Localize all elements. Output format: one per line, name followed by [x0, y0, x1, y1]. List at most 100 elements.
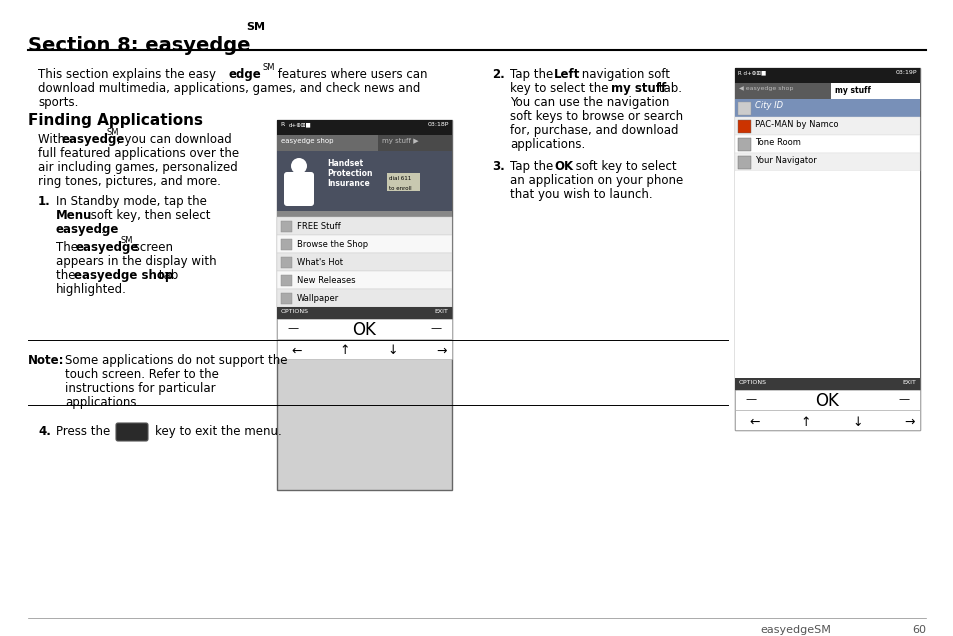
Bar [738, 156, 750, 169]
Bar [276, 307, 452, 319]
Bar [276, 211, 452, 217]
Text: d+⊕⊞■: d+⊕⊞■ [289, 122, 312, 127]
Text: applications.: applications. [510, 138, 584, 151]
Bar [276, 339, 452, 359]
FancyBboxPatch shape [116, 423, 148, 441]
Text: tab.: tab. [655, 82, 681, 95]
Text: FREE Stuff: FREE Stuff [296, 222, 340, 231]
Text: for, purchase, and download: for, purchase, and download [510, 124, 678, 137]
Text: ↑: ↑ [339, 345, 350, 357]
FancyBboxPatch shape [284, 172, 314, 206]
Text: 2.: 2. [492, 68, 504, 81]
Text: easyedge: easyedge [76, 241, 139, 254]
Bar [276, 120, 452, 490]
Text: download multimedia, applications, games, and check news and: download multimedia, applications, games… [38, 82, 420, 95]
Bar [738, 102, 750, 115]
Text: SM: SM [263, 63, 275, 72]
Text: —: — [287, 323, 297, 333]
Text: ring tones, pictures, and more.: ring tones, pictures, and more. [38, 175, 221, 188]
Text: Menu: Menu [56, 209, 92, 222]
Bar [734, 83, 830, 99]
Text: R d+⊕⊞■: R d+⊕⊞■ [738, 70, 765, 75]
Text: ◀ easyedge shop: ◀ easyedge shop [739, 86, 793, 91]
Text: 3.: 3. [492, 160, 504, 173]
Text: instructions for particular: instructions for particular [65, 382, 215, 395]
Text: sports.: sports. [38, 96, 78, 109]
Text: Left: Left [554, 68, 579, 81]
Text: OPTIONS: OPTIONS [281, 309, 309, 314]
Bar [734, 135, 919, 153]
Text: 03:18P: 03:18P [427, 122, 449, 127]
Text: PAC-MAN by Namco: PAC-MAN by Namco [754, 120, 838, 129]
Text: easyedge: easyedge [62, 133, 125, 146]
Text: Finding Applications: Finding Applications [28, 113, 203, 128]
Text: Browse the Shop: Browse the Shop [296, 240, 368, 249]
Text: EXIT: EXIT [902, 380, 915, 385]
Text: OK: OK [352, 321, 375, 339]
Text: my stuff: my stuff [610, 82, 665, 95]
Text: dial 611: dial 611 [389, 176, 411, 181]
Text: soft key, then select: soft key, then select [87, 209, 211, 222]
Text: Press the: Press the [56, 425, 111, 438]
Bar [738, 120, 750, 133]
Text: easyedgeSM: easyedgeSM [760, 625, 830, 635]
Text: features where users can: features where users can [274, 68, 427, 81]
Text: City ID: City ID [754, 101, 782, 110]
Bar [734, 390, 919, 410]
Text: 60: 60 [911, 625, 925, 635]
Text: OK: OK [814, 392, 838, 410]
Text: navigation soft: navigation soft [578, 68, 669, 81]
Text: SM: SM [107, 128, 119, 137]
Text: Handset: Handset [327, 159, 363, 168]
Text: With: With [38, 133, 69, 146]
Text: screen: screen [130, 241, 172, 254]
Text: to enroll: to enroll [389, 186, 411, 191]
Text: Tone Room: Tone Room [754, 138, 800, 147]
Text: tab: tab [154, 269, 178, 282]
Circle shape [291, 158, 307, 174]
Text: What's Hot: What's Hot [296, 258, 343, 267]
Bar [276, 135, 452, 151]
Bar [734, 117, 919, 135]
Text: ←: ← [292, 345, 302, 357]
Text: Tap the: Tap the [510, 160, 557, 173]
Bar [734, 99, 919, 378]
Text: 1.: 1. [38, 195, 51, 208]
Text: You can use the navigation: You can use the navigation [510, 96, 669, 109]
Bar [734, 378, 919, 390]
Text: ↓: ↓ [387, 345, 397, 357]
Text: air including games, personalized: air including games, personalized [38, 161, 237, 174]
Text: key to select the: key to select the [510, 82, 612, 95]
Text: ↓: ↓ [852, 415, 862, 429]
Text: easyedge shop: easyedge shop [74, 269, 173, 282]
Text: Tap the: Tap the [510, 68, 557, 81]
Text: that you wish to launch.: that you wish to launch. [510, 188, 652, 201]
Text: R: R [280, 122, 284, 127]
Bar [281, 221, 292, 232]
Bar [276, 151, 452, 211]
Bar [281, 239, 292, 250]
Bar [734, 83, 919, 99]
Text: Note:: Note: [28, 354, 65, 367]
Text: key to exit the menu.: key to exit the menu. [154, 425, 281, 438]
Text: the: the [56, 269, 79, 282]
Text: OK: OK [554, 160, 573, 173]
Text: Your Navigator: Your Navigator [754, 156, 816, 165]
Text: full featured applications over the: full featured applications over the [38, 147, 239, 160]
Text: highlighted.: highlighted. [56, 283, 127, 296]
Text: →: → [436, 345, 447, 357]
Text: .: . [101, 223, 105, 236]
Bar [738, 138, 750, 151]
Text: my stuff ▶: my stuff ▶ [381, 138, 418, 144]
Text: SM: SM [246, 22, 265, 32]
Bar [387, 173, 419, 191]
Text: OPTIONS: OPTIONS [739, 380, 766, 385]
Bar [276, 289, 452, 307]
Text: Wallpaper: Wallpaper [296, 294, 339, 303]
Bar [734, 171, 919, 378]
Bar [830, 83, 919, 99]
Bar [276, 253, 452, 271]
Text: —: — [744, 394, 756, 404]
Bar [734, 153, 919, 171]
Bar [734, 410, 919, 430]
